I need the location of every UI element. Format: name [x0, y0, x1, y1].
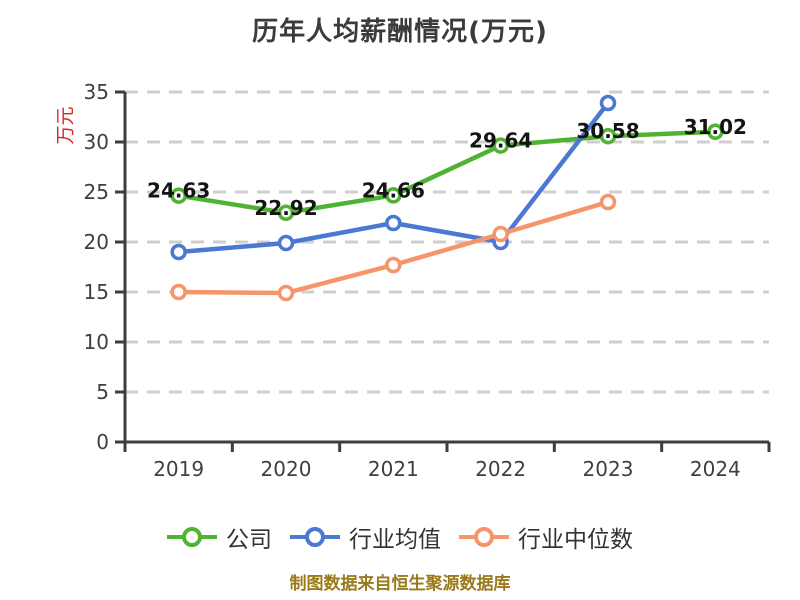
data-point-marker: [170, 187, 187, 204]
x-tick-label: 2024: [690, 457, 741, 481]
chart-legend: 公司 行业均值 行业中位数: [0, 520, 800, 554]
data-point-marker: [599, 193, 617, 211]
chart-title: 历年人均薪酬情况(万元): [252, 17, 548, 47]
legend-item-company[interactable]: 公司: [167, 520, 272, 554]
y-tick-label: 35: [84, 80, 109, 104]
x-tick-label: 2023: [583, 457, 634, 481]
data-point-marker: [277, 234, 295, 252]
y-tick-label: 0: [96, 430, 109, 454]
value-label: 24.66: [362, 178, 425, 202]
legend-line-marker-icon: [167, 527, 217, 547]
x-tick-label: 2019: [153, 457, 204, 481]
data-point-marker: [492, 137, 509, 154]
y-tick-label: 5: [96, 380, 109, 404]
y-tick-label: 25: [84, 180, 109, 204]
legend-marker-circle: [305, 527, 325, 547]
data-point-marker: [492, 225, 509, 243]
value-label: 30.58: [576, 119, 639, 143]
data-source-note: 制图数据来自恒生聚源数据库: [289, 574, 511, 594]
legend-item-industry-median[interactable]: 行业中位数: [459, 520, 633, 554]
data-point-marker: [707, 123, 724, 141]
value-label: 24.63: [147, 179, 210, 203]
value-label: 22.92: [254, 196, 317, 220]
value-label: 31.02: [684, 115, 747, 139]
data-point-marker: [170, 283, 187, 301]
data-point-marker: [277, 204, 295, 222]
x-tick-label: 2020: [261, 457, 312, 481]
legend-label-company: 公司: [226, 527, 272, 553]
legend-item-industry-average[interactable]: 行业均值: [290, 520, 441, 554]
data-point-marker: [277, 284, 295, 302]
data-point-marker: [170, 243, 187, 261]
y-tick-label: 15: [84, 280, 109, 304]
legend-line-marker-icon: [459, 527, 509, 547]
y-tick-label: 20: [84, 230, 109, 254]
y-tick-label: 10: [84, 330, 109, 354]
data-point-marker: [385, 214, 402, 232]
data-point-marker: [385, 187, 402, 204]
data-point-marker: [599, 94, 617, 112]
legend-marker-circle: [474, 527, 494, 547]
series-line-0: [176, 129, 718, 216]
data-point-marker: [385, 256, 402, 274]
value-label: 29.64: [469, 129, 532, 153]
x-tick-label: 2021: [368, 457, 419, 481]
y-tick-label: 30: [84, 130, 109, 154]
legend-label-industry-median: 行业中位数: [518, 527, 633, 553]
legend-marker-circle: [182, 527, 202, 547]
data-point-marker: [599, 127, 617, 145]
x-tick-label: 2022: [475, 457, 526, 481]
legend-line-marker-icon: [290, 527, 340, 547]
legend-label-industry-average: 行业均值: [349, 527, 441, 553]
